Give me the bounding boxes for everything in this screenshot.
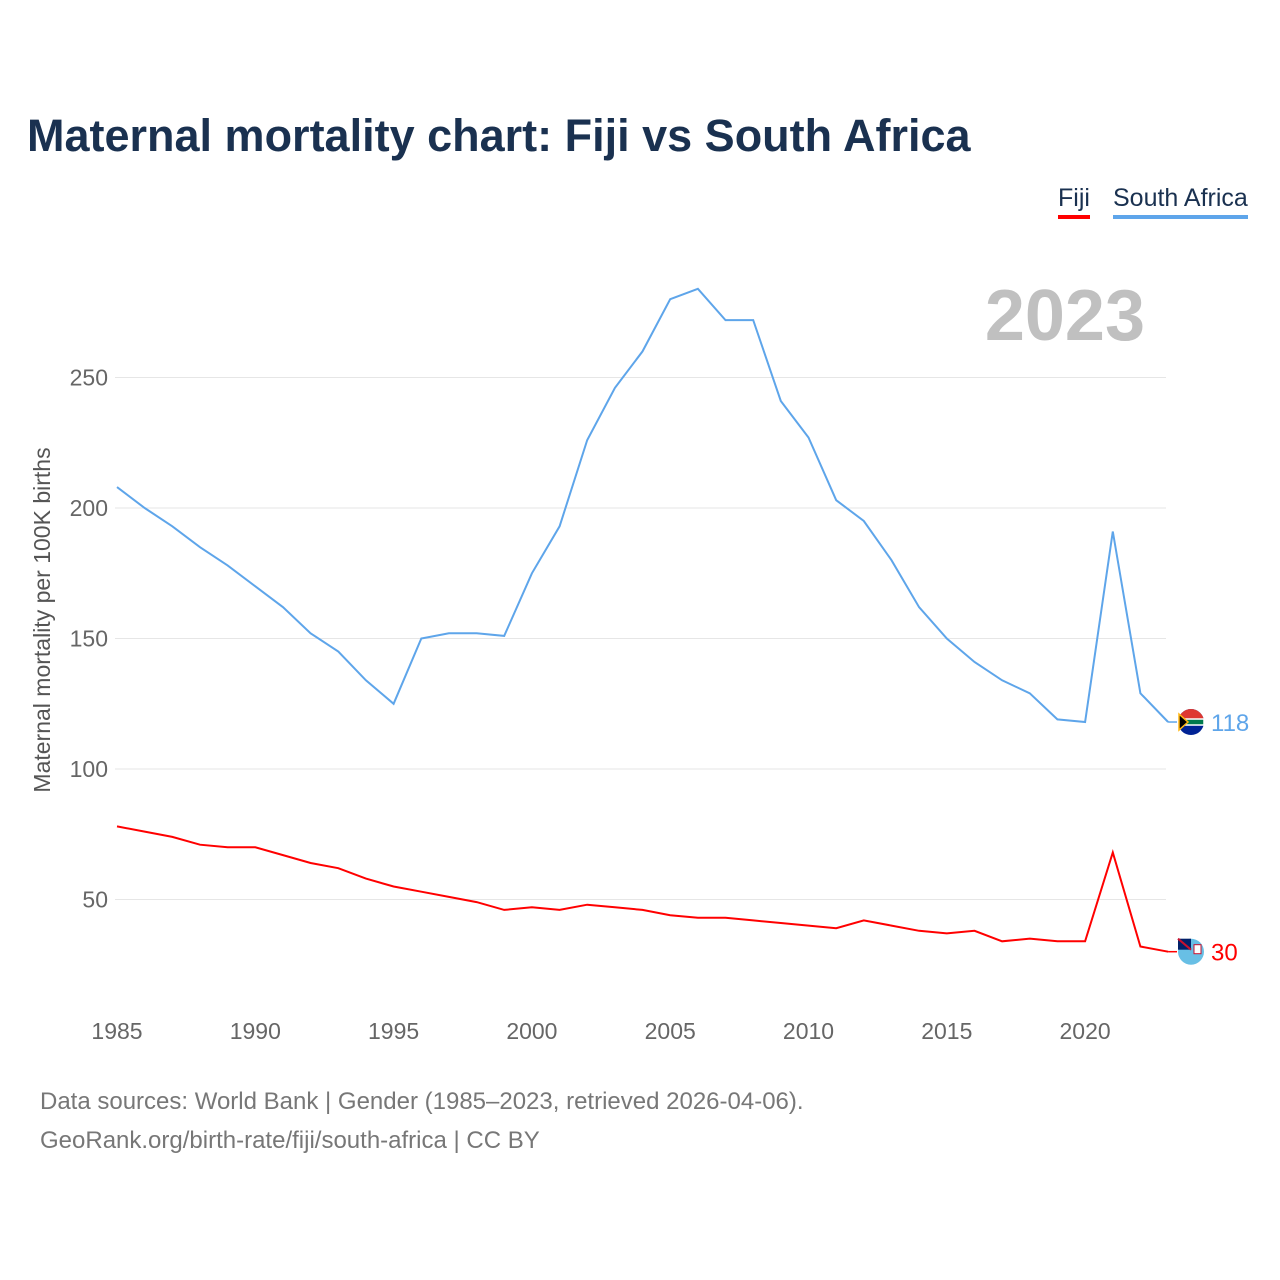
x-tick-label: 2020 bbox=[1060, 1018, 1111, 1044]
x-tick-label: 2015 bbox=[921, 1018, 972, 1044]
x-tick-label: 1995 bbox=[368, 1018, 419, 1044]
series-line-south-africa bbox=[116, 287, 1169, 724]
y-tick-label: 150 bbox=[70, 626, 108, 652]
chart-title: Maternal mortality chart: Fiji vs South … bbox=[27, 110, 971, 161]
legend-south-africa[interactable]: South Africa bbox=[1113, 184, 1248, 219]
footer-sources: Data sources: World Bank | Gender (1985–… bbox=[40, 1088, 804, 1115]
legend-fiji[interactable]: Fiji bbox=[1058, 184, 1090, 219]
y-tick-label: 100 bbox=[70, 756, 108, 782]
x-tick-label: 2005 bbox=[645, 1018, 696, 1044]
x-tick-label: 2000 bbox=[506, 1018, 557, 1044]
end-value-label: 30 bbox=[1211, 940, 1238, 967]
year-watermark: 2023 bbox=[985, 276, 1145, 356]
x-tick-label: 1985 bbox=[91, 1018, 142, 1044]
x-tick-label: 2010 bbox=[783, 1018, 834, 1044]
series-line-fiji bbox=[116, 825, 1169, 953]
south-africa-flag-icon bbox=[1177, 709, 1205, 736]
y-tick-label: 50 bbox=[82, 887, 108, 913]
y-tick-label: 250 bbox=[70, 365, 108, 391]
x-tick-label: 1990 bbox=[230, 1018, 281, 1044]
end-value-label: 118 bbox=[1211, 710, 1249, 737]
fiji-flag-icon bbox=[1177, 937, 1204, 965]
footer-link[interactable]: GeoRank.org/birth-rate/fiji/south-africa… bbox=[40, 1127, 540, 1154]
y-axis-label: Maternal mortality per 100K births bbox=[29, 447, 55, 792]
y-tick-label: 200 bbox=[70, 495, 108, 521]
